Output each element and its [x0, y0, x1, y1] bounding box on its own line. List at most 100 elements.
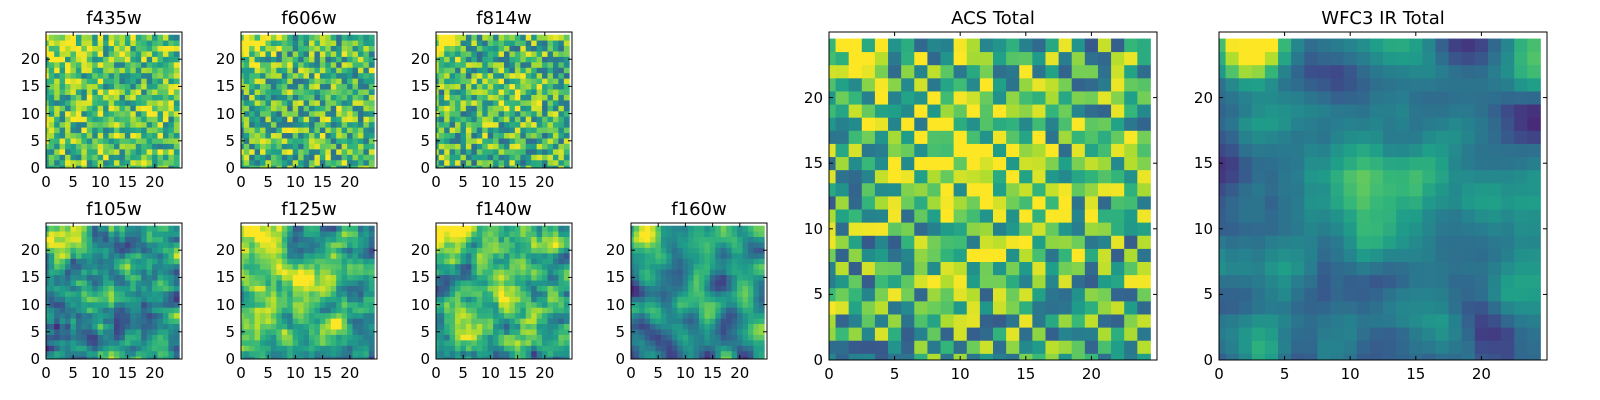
heatmap-cell [520, 34, 527, 41]
heatmap-cell [493, 280, 499, 286]
heatmap-cell [162, 51, 169, 57]
heatmap-cell [1097, 314, 1112, 328]
heatmap-cell [347, 263, 353, 270]
heatmap-cell [48, 252, 55, 259]
heatmap-cell [86, 110, 93, 117]
heatmap-cell [65, 143, 71, 150]
heatmap-cell [103, 263, 109, 270]
heatmap-cell [914, 169, 928, 184]
heatmap-cell [276, 236, 283, 243]
panel-title: f435w [86, 8, 142, 29]
heatmap-cell [438, 143, 445, 150]
heatmap-cell [536, 334, 543, 341]
heatmap-cell [46, 225, 50, 232]
heatmap-cell [319, 312, 326, 319]
heatmap-cell [241, 61, 245, 68]
heatmap-cell [509, 231, 516, 237]
heatmap-cell [460, 143, 467, 150]
heatmap-cell [303, 334, 310, 341]
heatmap-cell [352, 148, 359, 155]
heatmap-cell [531, 165, 538, 169]
heatmap-cell [141, 143, 148, 150]
heatmap-cell [270, 339, 277, 346]
panel-title: f606w [281, 8, 337, 29]
heatmap-cell [677, 356, 684, 360]
heatmap-cell [660, 323, 667, 330]
heatmap-cell [249, 280, 255, 286]
heatmap-cell [260, 274, 266, 281]
heatmap-cell [298, 67, 304, 74]
heatmap-cell [737, 334, 743, 341]
heatmap-cell [531, 67, 538, 74]
heatmap-cell [848, 287, 863, 302]
heatmap-cell [357, 83, 364, 90]
heatmap-cell [363, 51, 370, 57]
heatmap-cell [119, 105, 126, 112]
heatmap-cell [888, 327, 902, 341]
heatmap-cell [75, 280, 82, 286]
heatmap-cell [103, 78, 109, 85]
heatmap-cell [173, 301, 180, 308]
heatmap-cell [542, 312, 548, 319]
heatmap-cell [119, 40, 126, 46]
heatmap-cell [276, 105, 283, 112]
heatmap-cell [465, 40, 472, 46]
heatmap-cell [542, 132, 548, 139]
heatmap-cell [504, 34, 510, 41]
heatmap-cell [241, 236, 245, 243]
heatmap-cell [254, 105, 261, 112]
heatmap-cell [368, 258, 375, 265]
x-tick-label: 15 [703, 364, 723, 382]
heatmap-cell [309, 231, 315, 237]
heatmap-cell [493, 56, 499, 63]
heatmap-cell [861, 209, 876, 223]
heatmap-cell [75, 138, 82, 144]
heatmap-cell [498, 301, 505, 308]
heatmap-cell [927, 274, 941, 289]
heatmap-cell [1137, 222, 1151, 236]
heatmap-cell [563, 339, 570, 346]
heatmap-cell [644, 356, 651, 360]
heatmap-cell [363, 225, 370, 232]
heatmap-cell [270, 138, 277, 144]
heatmap-cell [633, 350, 640, 357]
heatmap-cell [135, 263, 142, 270]
heatmap-cell [270, 242, 277, 248]
heatmap-cell [357, 40, 364, 46]
heatmap-cell [699, 274, 705, 281]
heatmap-cell [357, 280, 364, 286]
heatmap-cell [552, 105, 559, 112]
heatmap-cell [861, 248, 876, 262]
heatmap-cell [487, 225, 494, 232]
heatmap-cell [720, 318, 727, 325]
heatmap-cell [81, 269, 88, 276]
heatmap-cell [292, 159, 299, 166]
heatmap-cell [135, 138, 142, 144]
heatmap-cell [363, 242, 370, 248]
heatmap-cell [465, 83, 472, 90]
heatmap-cell [92, 231, 99, 237]
heatmap-cell [940, 235, 955, 249]
heatmap-cell [124, 345, 131, 352]
heatmap-cell [525, 285, 532, 292]
y-tick-label: 10 [605, 295, 625, 314]
heatmap-cell [677, 225, 684, 232]
heatmap-cell [347, 51, 353, 57]
heatmap-cell [940, 300, 955, 315]
heatmap-cell [835, 169, 850, 184]
heatmap-cell [444, 89, 450, 95]
heatmap-cell [520, 356, 527, 360]
heatmap-cell [319, 339, 326, 346]
heatmap-cell [536, 339, 543, 346]
heatmap-cell [558, 263, 565, 270]
heatmap-cell [542, 67, 548, 74]
axes-frame [630, 222, 768, 360]
heatmap-cell [281, 100, 288, 106]
heatmap-cell [114, 307, 120, 314]
heatmap-cell [97, 154, 104, 161]
heatmap-cell [547, 291, 554, 297]
heatmap-cell [682, 329, 689, 335]
heatmap-cell [444, 143, 450, 150]
heatmap-cell [173, 225, 180, 232]
heatmap-cell [152, 312, 158, 319]
